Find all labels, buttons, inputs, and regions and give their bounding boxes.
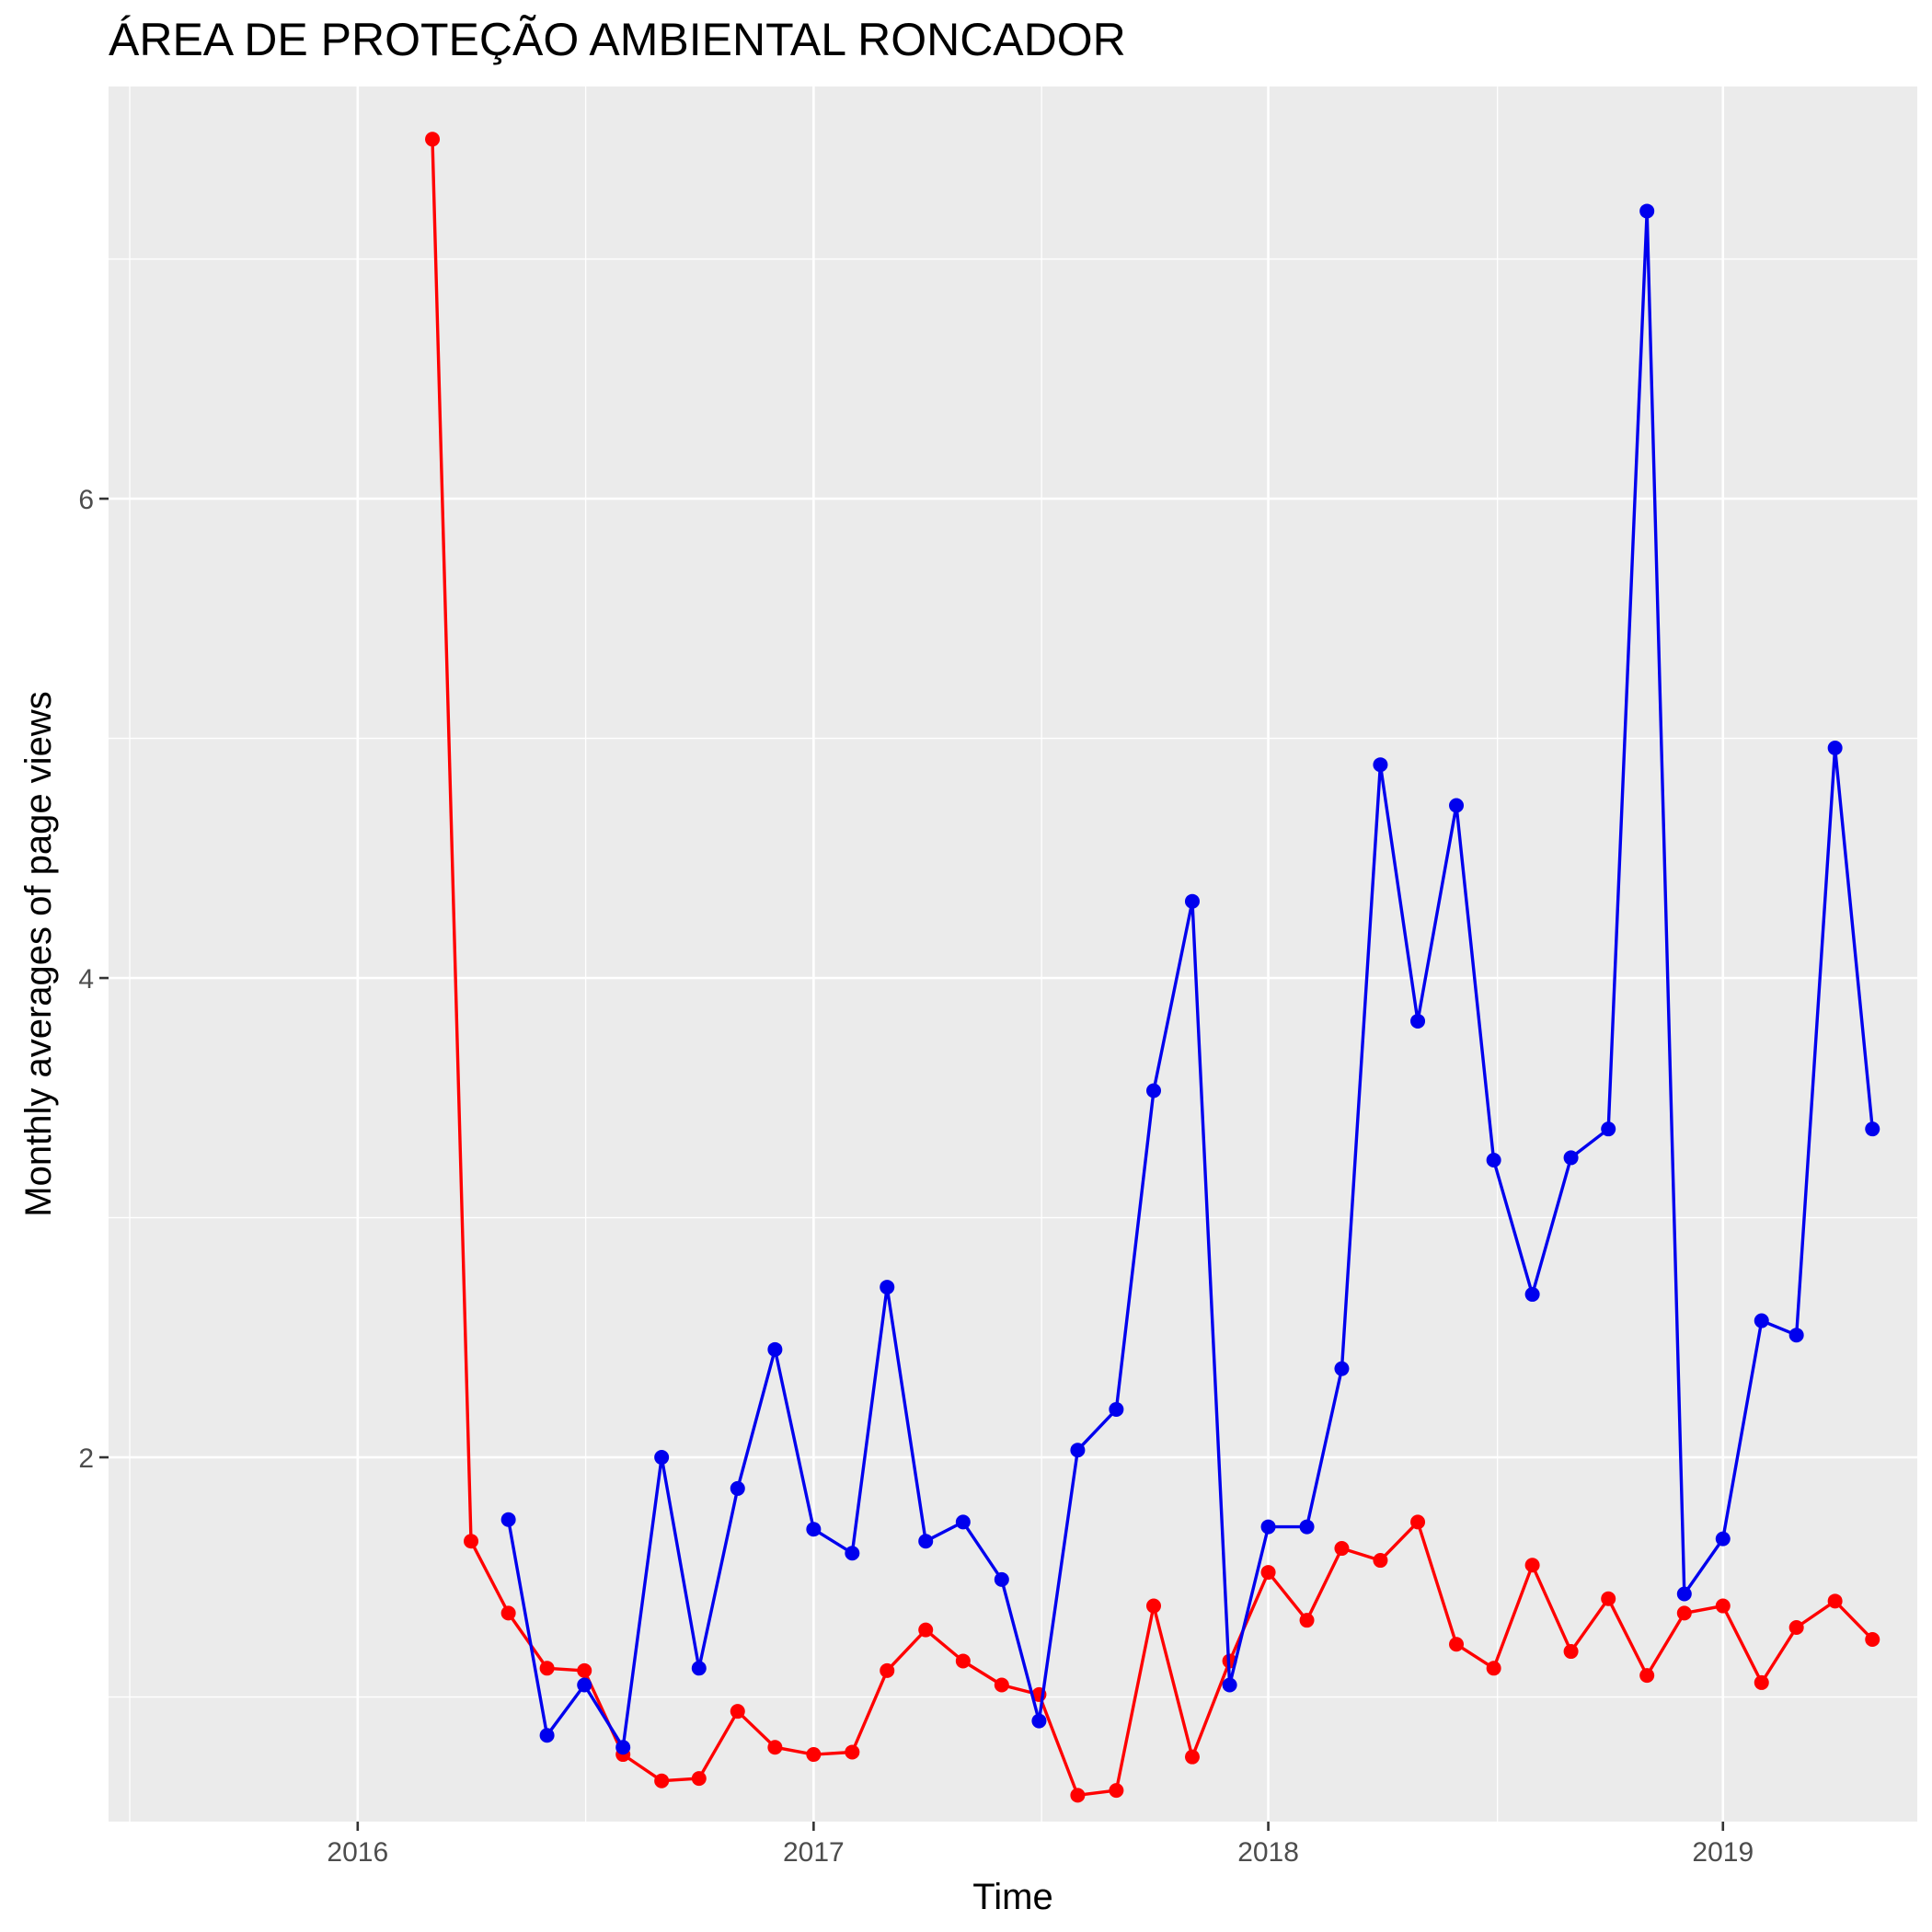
series-1-point bbox=[806, 1522, 822, 1537]
y-tick-label: 6 bbox=[78, 485, 94, 515]
series-0-point bbox=[1146, 1598, 1162, 1614]
series-0-point bbox=[845, 1744, 860, 1760]
series-1-point bbox=[918, 1534, 934, 1549]
series-1-point bbox=[1410, 1013, 1426, 1029]
series-1-point bbox=[730, 1480, 745, 1496]
x-axis-title: Time bbox=[972, 1877, 1052, 1917]
series-0-point bbox=[955, 1653, 971, 1669]
chart-title: ÁREA DE PROTEÇÃO AMBIENTAL RONCADOR bbox=[109, 14, 1126, 65]
series-layer bbox=[425, 132, 1880, 1803]
series-0-point bbox=[1865, 1632, 1880, 1648]
series-1-point bbox=[845, 1546, 860, 1561]
series-1-point bbox=[539, 1728, 555, 1743]
series-1-point bbox=[1070, 1443, 1086, 1458]
plot-panel bbox=[109, 86, 1917, 1822]
series-0-point bbox=[880, 1662, 895, 1678]
series-1-point bbox=[1260, 1519, 1276, 1535]
series-0-point bbox=[464, 1534, 479, 1549]
series-0-point bbox=[1486, 1661, 1501, 1676]
y-tick-label: 2 bbox=[78, 1443, 94, 1474]
series-1-point bbox=[1031, 1713, 1047, 1729]
series-0-point bbox=[1070, 1788, 1086, 1803]
series-0-point bbox=[1639, 1668, 1655, 1684]
series-1-point bbox=[1109, 1401, 1124, 1417]
series-0-point bbox=[1754, 1674, 1769, 1690]
series-0-point bbox=[577, 1662, 592, 1678]
series-1-point bbox=[1184, 893, 1200, 909]
series-1-point bbox=[994, 1571, 1009, 1587]
series-0-point bbox=[1109, 1783, 1124, 1799]
series-0-point bbox=[1715, 1598, 1731, 1614]
series-1-point bbox=[500, 1512, 516, 1527]
series-1-point bbox=[1373, 757, 1388, 773]
series-0-point bbox=[1601, 1591, 1616, 1606]
series-1-point bbox=[1449, 798, 1465, 813]
series-1-point bbox=[691, 1661, 707, 1676]
series-0-point bbox=[1563, 1644, 1579, 1660]
series-1-point bbox=[767, 1341, 783, 1357]
x-tick-label: 2019 bbox=[1692, 1837, 1754, 1868]
series-0-point bbox=[1449, 1637, 1465, 1652]
series-1-point bbox=[1788, 1328, 1804, 1343]
series-1-point bbox=[1222, 1677, 1237, 1693]
x-axis: 2016 2017 2018 2019 bbox=[327, 1822, 1754, 1868]
series-1-point bbox=[1754, 1313, 1769, 1328]
series-1-point bbox=[1486, 1153, 1501, 1168]
series-1-point bbox=[577, 1677, 592, 1693]
series-1-point bbox=[615, 1740, 631, 1755]
minor-gridlines bbox=[109, 86, 1917, 1822]
series-1-point bbox=[654, 1450, 670, 1466]
series-1-point bbox=[1715, 1531, 1731, 1547]
x-tick-label: 2017 bbox=[783, 1837, 845, 1868]
series-1-point bbox=[1676, 1586, 1692, 1602]
y-axis: 2 4 6 bbox=[78, 485, 109, 1474]
y-tick-label: 4 bbox=[78, 964, 94, 995]
x-tick-label: 2018 bbox=[1237, 1837, 1299, 1868]
y-axis-title: Monthly averages of page views bbox=[18, 691, 59, 1216]
series-1-point bbox=[1827, 740, 1843, 755]
series-0-point bbox=[1410, 1514, 1426, 1530]
series-0-point bbox=[1334, 1541, 1350, 1557]
series-1-point bbox=[1639, 203, 1655, 219]
series-0-point bbox=[1524, 1558, 1540, 1573]
x-tick-label: 2016 bbox=[327, 1837, 388, 1868]
series-0-point bbox=[994, 1677, 1009, 1693]
series-1-point bbox=[1334, 1361, 1350, 1376]
series-0-point bbox=[1373, 1553, 1388, 1569]
series-1-point bbox=[1601, 1121, 1616, 1137]
series-0-point bbox=[1827, 1593, 1843, 1609]
series-0-point bbox=[1676, 1605, 1692, 1621]
series-0-point bbox=[691, 1771, 707, 1787]
series-0-point bbox=[654, 1773, 670, 1788]
series-0-point bbox=[1260, 1565, 1276, 1581]
series-0-point bbox=[806, 1747, 822, 1763]
series-0-point bbox=[1184, 1749, 1200, 1765]
series-1-point bbox=[1524, 1286, 1540, 1302]
series-0-point bbox=[425, 132, 441, 147]
series-1-point bbox=[1146, 1083, 1162, 1098]
series-0-point bbox=[1788, 1619, 1804, 1635]
series-1-point bbox=[880, 1280, 895, 1295]
series-0-point bbox=[500, 1605, 516, 1621]
series-1-point bbox=[1865, 1121, 1880, 1137]
series-1-point bbox=[955, 1514, 971, 1530]
series-0-point bbox=[767, 1740, 783, 1755]
series-0-point bbox=[918, 1622, 934, 1638]
series-1-point bbox=[1299, 1519, 1315, 1535]
series-1-point bbox=[1563, 1150, 1579, 1166]
series-0-point bbox=[730, 1704, 745, 1719]
series-0-point bbox=[539, 1661, 555, 1676]
series-0-point bbox=[1299, 1613, 1315, 1628]
